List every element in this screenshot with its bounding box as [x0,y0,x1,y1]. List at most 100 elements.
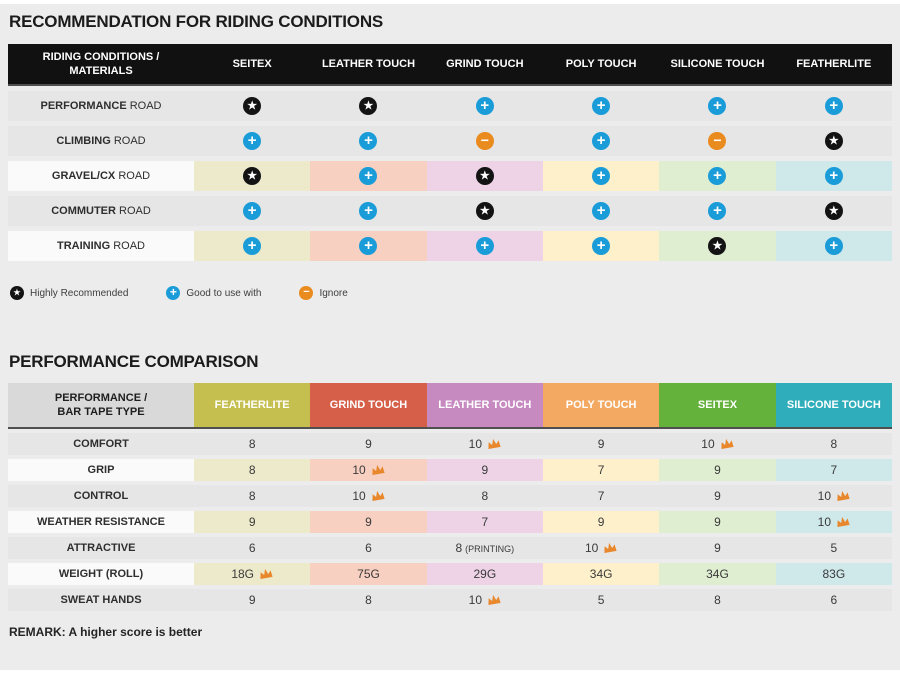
plus-icon: + [824,97,843,115]
score-cell: 9 [310,433,427,455]
tape-header-poly-touch: POLY TOUCH [542,383,660,429]
performance-row-label: GRIP [8,459,194,481]
plus-icon: + [475,97,494,115]
plus-icon: + [708,97,727,115]
plus-icon: + [824,167,843,185]
score-cell: 7 [775,459,892,481]
score-cell: 10 [542,537,660,559]
plus-icon: + [243,237,262,255]
score-value: 9 [248,593,256,607]
star-icon: ★ [708,237,727,255]
rating-cell: + [426,231,543,261]
score-value: 9 [365,515,372,529]
score-value: 10 [817,489,831,503]
score-value: 10 [468,437,482,451]
page: RECOMMENDATION FOR RIDING CONDITIONS RID… [0,4,900,670]
tape-header-featherlite: FEATHERLITE [194,383,311,429]
score-value: 83G [822,567,846,581]
rating-cell: + [542,91,660,121]
table-row-grip: GRIP 8 10 9 7 9 7 [8,459,892,481]
plus-icon: + [708,167,727,185]
score-note: (PRINTING) [465,544,515,554]
crown-icon [260,568,273,580]
plus-icon: + [359,237,378,255]
score-value: 6 [248,541,256,555]
rating-cell: + [310,231,427,261]
rating-cell: ★ [194,161,311,191]
score-cell: 5 [542,589,660,611]
rating-cell: − [426,126,543,156]
score-cell: 8 [194,433,311,455]
rating-cell: + [426,91,543,121]
rating-cell: + [542,161,660,191]
score-value: 8 [248,489,256,503]
score-cell: 10 [775,511,892,533]
score-value: 8 [248,463,256,477]
score-value: 34G [589,567,613,581]
performance-table-header-row: PERFORMANCE / BAR TAPE TYPE FEATHERLITE … [8,383,892,429]
legend-item-highly-recommended: ★ Highly Recommended [10,286,128,300]
star-icon: ★ [243,167,262,185]
score-value: 5 [830,541,838,555]
plus-icon: + [592,237,611,255]
table-row-training-road: TRAINING ROAD + + + + ★ + [8,231,892,261]
rating-cell: + [194,231,311,261]
rating-cell: ★ [659,231,776,261]
score-value: 9 [714,515,721,529]
score-cell: 10 [426,433,543,455]
table-row-climbing-road: CLIMBING ROAD + + − + − ★ [8,126,892,156]
plus-icon: + [475,237,494,255]
table-row-performance-road: PERFORMANCE ROAD ★ ★ + + + + [8,91,892,121]
star-icon: ★ [359,97,378,115]
star-icon: ★ [243,97,262,115]
score-cell: 83G [775,563,892,585]
score-value: 10 [817,515,831,529]
column-header-silicone-touch: SILICONE TOUCH [659,44,776,86]
score-value: 7 [597,463,605,477]
star-icon: ★ [475,167,494,185]
rating-cell: + [775,231,892,261]
score-value: 75G [357,567,380,581]
legend-item-ignore: − Ignore [299,286,348,300]
score-cell: 7 [542,459,660,481]
rating-legend: ★ Highly Recommended + Good to use with … [10,286,892,300]
rating-cell: + [659,91,776,121]
rating-cell: + [775,91,892,121]
score-cell: 7 [426,511,543,533]
table-row-gravel-cx-road: GRAVEL/CX ROAD ★ + ★ + + + [8,161,892,191]
score-value: 7 [481,515,489,529]
rating-cell: ★ [775,196,892,226]
score-cell: 75G [310,563,427,585]
score-value: 9 [365,437,372,451]
riding-row-label: TRAINING ROAD [8,231,194,261]
riding-row-label: GRAVEL/CX ROAD [8,161,194,191]
score-value: 18G [231,567,254,581]
remark-text: REMARK: A higher score is better [9,625,203,639]
riding-row-label: CLIMBING ROAD [8,126,194,156]
score-value: 8 [714,593,721,607]
score-cell: 10 [426,589,543,611]
rating-cell: + [310,161,427,191]
score-value: 9 [248,515,256,529]
score-value: 8 [365,593,372,607]
star-icon: ★ [824,132,843,150]
tape-header-silicone-touch: SILICONE TOUCH [775,383,892,429]
score-cell: 9 [194,589,311,611]
riding-row-label: COMMUTER ROAD [8,196,194,226]
score-value: 10 [352,463,366,477]
table-row-comfort: COMFORT 8 9 10 9 10 8 [8,433,892,455]
performance-row-label: WEIGHT (ROLL) [8,563,194,585]
score-cell: 10 [775,485,892,507]
column-header-leather-touch: LEATHER TOUCH [310,44,427,86]
rating-cell: + [310,126,427,156]
score-cell: 8 [426,485,543,507]
performance-row-label: WEATHER RESISTANCE [8,511,194,533]
performance-row-label: COMFORT [8,433,194,455]
score-value: 8 [248,437,256,451]
star-icon: ★ [475,202,494,220]
minus-icon: − [708,132,727,150]
score-cell: 10 [310,485,427,507]
crown-icon [488,594,501,606]
legend-item-good-to-use-with: + Good to use with [166,286,261,300]
score-value: 6 [365,541,372,555]
